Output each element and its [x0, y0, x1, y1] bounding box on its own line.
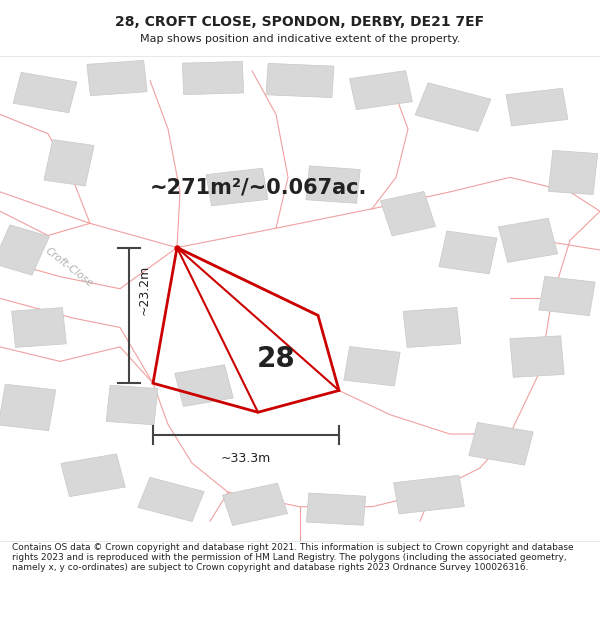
Polygon shape — [506, 88, 568, 126]
Polygon shape — [380, 191, 436, 236]
Polygon shape — [548, 151, 598, 194]
Polygon shape — [11, 308, 67, 348]
Polygon shape — [106, 385, 158, 425]
Text: ~271m²/~0.067ac.: ~271m²/~0.067ac. — [149, 177, 367, 197]
Polygon shape — [0, 384, 56, 431]
Text: Croft-Close: Croft-Close — [43, 245, 95, 289]
Text: ~33.3m: ~33.3m — [221, 452, 271, 465]
Polygon shape — [206, 168, 268, 206]
Polygon shape — [0, 225, 49, 275]
Polygon shape — [469, 422, 533, 465]
Polygon shape — [61, 454, 125, 497]
Text: ~23.2m: ~23.2m — [137, 265, 151, 316]
Polygon shape — [138, 478, 204, 521]
Polygon shape — [223, 483, 287, 526]
Polygon shape — [306, 166, 360, 203]
Text: 28, CROFT CLOSE, SPONDON, DERBY, DE21 7EF: 28, CROFT CLOSE, SPONDON, DERBY, DE21 7E… — [115, 15, 485, 29]
Polygon shape — [539, 276, 595, 316]
Polygon shape — [87, 61, 147, 96]
Polygon shape — [344, 347, 400, 386]
Polygon shape — [182, 61, 244, 94]
Text: 28: 28 — [257, 345, 295, 373]
Polygon shape — [510, 336, 564, 377]
Polygon shape — [439, 231, 497, 274]
Polygon shape — [350, 71, 412, 109]
Polygon shape — [266, 63, 334, 98]
Polygon shape — [13, 72, 77, 112]
Polygon shape — [307, 493, 365, 525]
Text: Contains OS data © Crown copyright and database right 2021. This information is : Contains OS data © Crown copyright and d… — [12, 542, 574, 572]
Polygon shape — [499, 218, 557, 262]
Polygon shape — [394, 476, 464, 514]
Polygon shape — [415, 82, 491, 131]
Polygon shape — [175, 365, 233, 406]
Text: Map shows position and indicative extent of the property.: Map shows position and indicative extent… — [140, 34, 460, 44]
Polygon shape — [403, 308, 461, 348]
Polygon shape — [44, 139, 94, 186]
